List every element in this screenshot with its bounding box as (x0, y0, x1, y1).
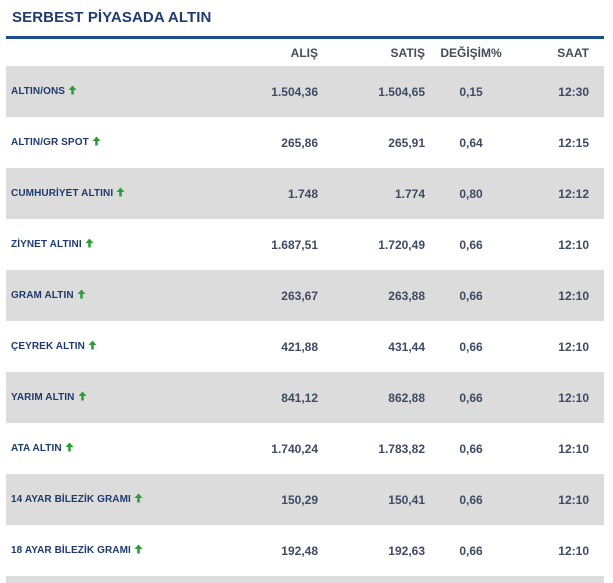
row-saat: 12:10 (517, 423, 604, 474)
row-satis: 1.774 (318, 168, 425, 219)
up-arrow-icon (116, 187, 125, 200)
row-name-cell: CUMHURİYET ALTINI (6, 168, 218, 219)
table-row[interactable]: CUMHURİYET ALTINI 1.748 1.774 0,80 12:12 (6, 168, 604, 219)
gold-prices-table: ALIŞ SATIŞ DEĞİŞİM% SAAT ALTIN/ONS 1.504… (6, 39, 604, 583)
row-name-cell: ÇEYREK ALTIN (6, 321, 218, 372)
row-degisim: 0,80 (425, 168, 517, 219)
table-row[interactable]: GRAM ALTIN 263,67 263,88 0,66 12:10 (6, 270, 604, 321)
row-degisim: 0,66 (425, 321, 517, 372)
row-name[interactable]: CUMHURİYET ALTINI (11, 188, 114, 199)
up-arrow-icon (134, 544, 143, 557)
table-header-row: ALIŞ SATIŞ DEĞİŞİM% SAAT (6, 39, 604, 66)
row-satis: 263,88 (318, 270, 425, 321)
table-body: ALTIN/ONS 1.504,36 1.504,65 0,15 12:30 A… (6, 66, 604, 583)
row-alis: 263,67 (218, 270, 318, 321)
row-degisim: 0,66 (425, 372, 517, 423)
row-alis: 841,12 (218, 372, 318, 423)
row-satis: 431,44 (318, 321, 425, 372)
row-satis: 150,41 (318, 474, 425, 525)
up-arrow-icon (77, 289, 86, 302)
row-saat: 12:10 (517, 525, 604, 576)
row-name-cell: ZİYNET ALTINI (6, 219, 218, 270)
filler-cell (6, 576, 604, 583)
up-arrow-icon (88, 340, 97, 353)
up-arrow-icon (85, 238, 94, 251)
up-arrow-icon (78, 391, 87, 404)
row-degisim: 0,15 (425, 66, 517, 117)
row-name[interactable]: 14 AYAR BİLEZİK GRAMI (11, 494, 131, 505)
table-row[interactable]: ALTIN/ONS 1.504,36 1.504,65 0,15 12:30 (6, 66, 604, 117)
row-name[interactable]: ÇEYREK ALTIN (11, 341, 85, 352)
row-name-cell: ALTIN/GR SPOT (6, 117, 218, 168)
row-satis: 1.720,49 (318, 219, 425, 270)
row-saat: 12:10 (517, 372, 604, 423)
row-name-cell: 14 AYAR BİLEZİK GRAMI (6, 474, 218, 525)
header-alis[interactable]: ALIŞ (218, 39, 318, 66)
table-row[interactable]: 14 AYAR BİLEZİK GRAMI 150,29 150,41 0,66… (6, 474, 604, 525)
row-alis: 1.748 (218, 168, 318, 219)
row-degisim: 0,66 (425, 474, 517, 525)
row-saat: 12:12 (517, 168, 604, 219)
row-name[interactable]: GRAM ALTIN (11, 290, 74, 301)
row-degisim: 0,66 (425, 219, 517, 270)
table-row[interactable]: ZİYNET ALTINI 1.687,51 1.720,49 0,66 12:… (6, 219, 604, 270)
up-arrow-icon (92, 136, 101, 149)
row-name[interactable]: ALTIN/GR SPOT (11, 137, 89, 148)
row-saat: 12:10 (517, 270, 604, 321)
header-satis[interactable]: SATIŞ (318, 39, 425, 66)
row-degisim: 0,66 (425, 270, 517, 321)
row-degisim: 0,64 (425, 117, 517, 168)
row-name-cell: ALTIN/ONS (6, 66, 218, 117)
row-alis: 1.740,24 (218, 423, 318, 474)
row-alis: 1.687,51 (218, 219, 318, 270)
row-alis: 150,29 (218, 474, 318, 525)
row-alis: 421,88 (218, 321, 318, 372)
header-saat[interactable]: SAAT (517, 39, 604, 66)
row-name-cell: ATA ALTIN (6, 423, 218, 474)
row-name[interactable]: 18 AYAR BİLEZİK GRAMI (11, 545, 131, 556)
row-name-cell: 18 AYAR BİLEZİK GRAMI (6, 525, 218, 576)
row-saat: 12:15 (517, 117, 604, 168)
table-filler-row (6, 576, 604, 583)
row-name[interactable]: YARIM ALTIN (11, 392, 75, 403)
table-row[interactable]: ÇEYREK ALTIN 421,88 431,44 0,66 12:10 (6, 321, 604, 372)
table-row[interactable]: ALTIN/GR SPOT 265,86 265,91 0,64 12:15 (6, 117, 604, 168)
row-degisim: 0,66 (425, 423, 517, 474)
row-satis: 862,88 (318, 372, 425, 423)
row-saat: 12:30 (517, 66, 604, 117)
header-degisim[interactable]: DEĞİŞİM% (425, 39, 517, 66)
row-satis: 1.504,65 (318, 66, 425, 117)
row-name[interactable]: ZİYNET ALTINI (11, 239, 82, 250)
row-degisim: 0,66 (425, 525, 517, 576)
row-name[interactable]: ALTIN/ONS (11, 86, 66, 97)
row-alis: 1.504,36 (218, 66, 318, 117)
up-arrow-icon (65, 442, 74, 455)
header-name (6, 39, 218, 66)
row-saat: 12:10 (517, 219, 604, 270)
row-satis: 265,91 (318, 117, 425, 168)
row-satis: 192,63 (318, 525, 425, 576)
row-alis: 192,48 (218, 525, 318, 576)
row-alis: 265,86 (218, 117, 318, 168)
title-divider (6, 36, 604, 39)
widget-title: SERBEST PİYASADA ALTIN (12, 9, 212, 26)
row-saat: 12:10 (517, 321, 604, 372)
row-name[interactable]: ATA ALTIN (11, 443, 62, 454)
row-name-cell: GRAM ALTIN (6, 270, 218, 321)
table-row[interactable]: 18 AYAR BİLEZİK GRAMI 192,48 192,63 0,66… (6, 525, 604, 576)
row-name-cell: YARIM ALTIN (6, 372, 218, 423)
up-arrow-icon (68, 85, 77, 98)
table-row[interactable]: ATA ALTIN 1.740,24 1.783,82 0,66 12:10 (6, 423, 604, 474)
row-satis: 1.783,82 (318, 423, 425, 474)
table-row[interactable]: YARIM ALTIN 841,12 862,88 0,66 12:10 (6, 372, 604, 423)
up-arrow-icon (134, 493, 143, 506)
row-saat: 12:10 (517, 474, 604, 525)
